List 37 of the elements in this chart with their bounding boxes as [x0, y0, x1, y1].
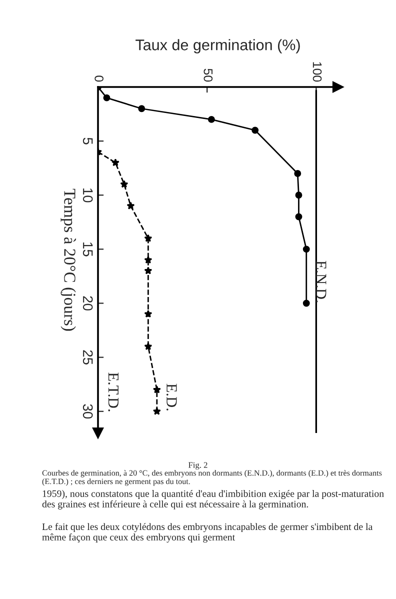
annotation: E.T.D.: [108, 372, 118, 412]
point: [152, 407, 161, 415]
text: Le fait que les deux cotylédons des embryons incapables de germer s'imbibent de la même façon que ceux des embryons qui germent: [42, 523, 373, 543]
y-tick-label: 10: [82, 188, 93, 202]
point: [295, 192, 302, 199]
text: E.D.: [166, 384, 177, 410]
y-tick-label: 15: [82, 242, 93, 256]
y-tick-label: 25: [82, 350, 93, 364]
y-axis-title: Temps à 20°C (jours): [60, 188, 76, 331]
point: [208, 116, 215, 123]
text: Courbes de germination, à 20 °C, des embryons non dormants (E.N.D.), dormants (E.D.) et très dormants (E.T.D.) ; ces derniers ne germent pas du tout.: [42, 470, 382, 486]
point: [302, 246, 310, 253]
point: [120, 180, 128, 188]
x-tick-label: 0: [94, 76, 104, 82]
point: [302, 300, 310, 307]
x-axis-title: Taux de germination (%): [136, 39, 300, 54]
caption: Fig. 2: [188, 462, 208, 470]
point: [144, 234, 152, 242]
y-tick-label: 5: [82, 138, 93, 144]
point: [144, 266, 152, 274]
point: [144, 310, 152, 318]
point: [252, 126, 259, 134]
text: E.N.D.: [316, 260, 326, 302]
x-tick-label: 50: [204, 68, 213, 82]
text: 1959), nous constatons que la quantité d'eau d'imbibition exigée par la post-maturation des graines est inférieure à celle qui est nécessaire à la germination.: [42, 490, 384, 510]
point: [294, 170, 302, 177]
point: [126, 202, 135, 210]
point: [144, 342, 152, 350]
point: [138, 105, 146, 112]
point: [152, 386, 161, 394]
point: [295, 213, 302, 220]
point: [111, 158, 120, 166]
x-tick-label: 100: [312, 62, 322, 82]
point: [144, 256, 152, 264]
y-tick-label: 30: [82, 404, 93, 419]
point: [103, 94, 110, 102]
y-tick-label: 20: [82, 296, 93, 310]
